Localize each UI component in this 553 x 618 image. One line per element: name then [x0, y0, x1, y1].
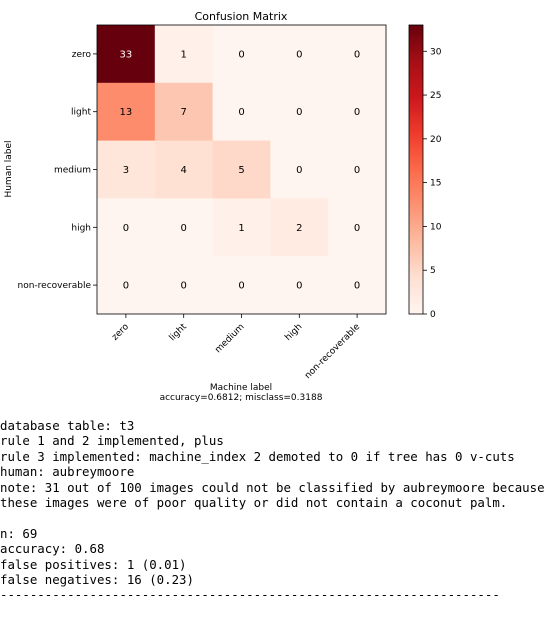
- cell-value-label: 0: [296, 281, 302, 292]
- report-line: note: 31 out of 100 images could not be …: [0, 479, 545, 495]
- heatmap-cell: [270, 198, 329, 257]
- cell-value-label: 1: [181, 49, 187, 60]
- y-tick-label: high: [71, 223, 91, 233]
- heatmap-cell: [270, 25, 329, 84]
- report-line: n: 69: [0, 525, 38, 541]
- cell-value-label: 0: [296, 165, 302, 176]
- heatmap-cell: [270, 140, 329, 199]
- heatmap-cell: [154, 256, 214, 315]
- x-tick-label: zero: [110, 322, 131, 343]
- cell-value-label: 7: [181, 107, 187, 118]
- colorbar-tick-label: 10: [430, 222, 442, 232]
- report-line: these images were of poor quality or did…: [0, 494, 508, 510]
- y-tick-label: medium: [54, 166, 91, 176]
- chart-title: Confusion Matrix: [195, 10, 288, 23]
- cell-value-label: 0: [354, 281, 360, 292]
- cell-value-label: 0: [238, 49, 244, 60]
- heatmap-cell: [270, 256, 329, 315]
- report-line: ----------------------------------------…: [0, 587, 500, 603]
- report-line: [0, 510, 553, 525]
- colorbar-tick-label: 30: [430, 47, 442, 57]
- heatmap-cell: [97, 198, 156, 257]
- cell-value-label: 0: [354, 49, 360, 60]
- colorbar-ticks: 0 5 10 15 20 25 30: [423, 47, 442, 320]
- y-axis-label: Human label: [4, 140, 14, 197]
- heatmap-cell: [154, 140, 214, 199]
- cell-value-label: 1: [238, 223, 244, 234]
- report-line: accuracy: 0.68: [0, 541, 105, 557]
- heatmap-cell: [328, 82, 387, 142]
- x-axis-label: Machine label: [210, 383, 272, 393]
- colorbar: [408, 24, 424, 315]
- x-tick-label: high: [283, 322, 304, 343]
- heatmap-cell: [328, 140, 387, 199]
- cell-value-label: 0: [354, 165, 360, 176]
- y-tick-label: zero: [72, 50, 92, 60]
- colorbar-tick-label: 25: [430, 91, 441, 101]
- heatmap-cell: [212, 256, 271, 315]
- y-ticks: zero light medium high non-recoverable: [18, 50, 97, 291]
- cell-value-label: 0: [296, 49, 302, 60]
- cell-value-label: 5: [238, 165, 244, 176]
- colorbar-tick-label: 15: [430, 179, 441, 189]
- heatmap-cell: [328, 25, 387, 84]
- heatmap-cell: [97, 256, 156, 315]
- cell-value-label: 0: [296, 107, 302, 118]
- report-line: human: aubreymoore: [0, 464, 135, 480]
- y-tick-label: non-recoverable: [18, 281, 92, 291]
- cell-value-label: 0: [123, 223, 129, 234]
- heatmap-cell: [212, 25, 271, 84]
- heatmap-cell: [97, 140, 156, 199]
- heatmap-cell: [270, 82, 329, 142]
- cell-value-label: 0: [181, 281, 187, 292]
- heatmap-cell: [328, 256, 387, 315]
- heatmap-cell: [154, 198, 214, 257]
- heatmap-cell: [328, 198, 387, 257]
- report-line: false positives: 1 (0.01): [0, 556, 187, 572]
- cell-value-label: 0: [238, 107, 244, 118]
- cell-value-label: 4: [181, 165, 187, 176]
- heatmap-cell: [154, 25, 214, 84]
- cell-value-label: 0: [123, 281, 129, 292]
- heatmap-cell: [212, 198, 271, 257]
- report-line: rule 3 implemented: machine_index 2 demo…: [0, 448, 515, 464]
- y-tick-label: light: [71, 108, 91, 118]
- cell-value-label: 0: [354, 107, 360, 118]
- heatmap-cell: [154, 82, 214, 142]
- confusion-matrix-figure: Confusion Matrix 33 1 0 0 013 7 0 0 03 4 5 0 00 0 1 2 00…: [4, 10, 442, 403]
- x-tick-label: non-recoverable: [303, 322, 362, 381]
- heatmap-cells: 33 1 0 0 0 13 7 0 0 0 3 4 5 0 0 0 0 1 2 0 0 0 0 0 0: [97, 25, 387, 315]
- report-line: false negatives: 16 (0.23): [0, 571, 194, 587]
- x-axis-sublabel: accuracy=0.6812; misclass=0.3188: [160, 393, 323, 403]
- x-tick-label: medium: [213, 322, 246, 355]
- cell-value-label: 13: [120, 107, 133, 118]
- cell-value-label: 0: [354, 223, 360, 234]
- heatmap-cell: [97, 82, 156, 142]
- cell-value-label: 33: [120, 49, 133, 60]
- report-text: database table: t3 rule 1 and 2 implement…: [0, 418, 553, 603]
- colorbar-tick-label: 0: [430, 310, 436, 320]
- x-tick-label: light: [168, 322, 190, 344]
- cell-value-label: 0: [181, 223, 187, 234]
- report-line: rule 1 and 2 implemented, plus: [0, 433, 224, 449]
- heatmap-cell: [97, 25, 156, 84]
- cell-value-label: 2: [296, 223, 302, 234]
- report-line: database table: t3: [0, 418, 135, 433]
- cell-value-label: 3: [123, 165, 129, 176]
- colorbar-tick-label: 20: [430, 135, 442, 145]
- heatmap-cell: [212, 140, 271, 199]
- colorbar-tick-label: 5: [430, 266, 436, 276]
- heatmap-cell: [212, 82, 271, 142]
- cell-value-label: 0: [238, 281, 244, 292]
